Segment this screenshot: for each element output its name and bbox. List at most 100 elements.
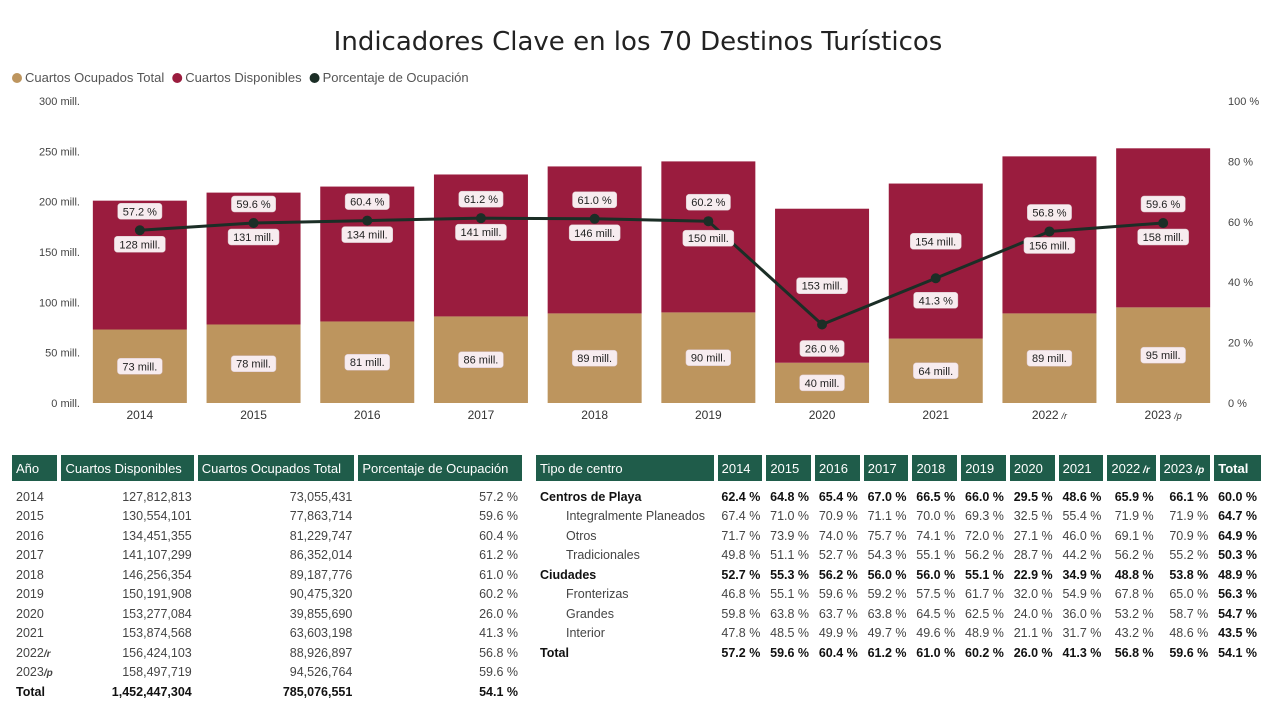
cell-value: 59.8 % [721,606,761,621]
cell-occupied: 39,855,690 [289,606,353,621]
label-occupancy-2019: 60.2 % [691,197,725,209]
cell-value: 53.2 % [1114,606,1154,621]
year-suffix: /r [43,648,51,660]
y-tick-label: 250 mill. [39,146,80,158]
cell-value: 53.8 % [1169,567,1209,582]
cell-value: 64.8 % [770,489,810,504]
cell-total: 54.7 % [1218,606,1257,621]
cell-value: 55.2 % [1169,548,1209,563]
cell-occupancy: 59.6 % [479,509,518,524]
cell-value: 55.1 % [770,587,810,602]
cell-occupancy: 26.0 % [479,606,518,621]
cell-occupied: 77,863,714 [289,509,353,524]
label-occupancy-2014-bg [117,203,163,220]
label-available-2022: 156 mill. [1029,240,1070,252]
col-header-7[interactable]: 2020 [1007,455,1059,481]
cell-value: 61.7 % [965,587,1004,602]
table-row: Integralmente Planeados 67.4 % 71.0 % 70.9 … [536,507,1261,527]
cell-value: 56.0 % [867,567,907,582]
label-occupied-2022: 89 mill. [1032,353,1067,365]
table-row: Tradicionales 49.8 % 51.1 % 52.7 % 54.3 % 55.… [536,546,1261,566]
cell-value: 49.7 % [867,626,907,641]
label-occupancy-2016: 60.4 % [350,197,384,209]
cell-occupied: 86,352,014 [289,548,353,563]
cell-value: 47.8 % [721,626,761,641]
col-header-occupied[interactable]: Cuartos Ocupados Total [195,455,359,481]
occupancy-point-2016 [362,215,373,226]
cell-value: 44.2 % [1062,548,1102,563]
cell-value: 48.6 % [1169,626,1209,641]
col-header-10[interactable]: 2023 /p [1157,455,1215,481]
cell-occupancy: 60.2 % [479,587,518,602]
cell-value: 55.1 % [965,567,1004,582]
y-tick-label: 150 mill. [39,247,80,259]
cell-year: 2016 [16,528,44,543]
col-header-3[interactable]: 2016 [813,455,864,481]
col-header-0[interactable]: Tipo de centro [536,455,718,481]
cell-occupied: 81,229,747 [289,528,353,543]
col-header-5[interactable]: 2018 [910,455,962,481]
year-suffix: /r [1140,464,1150,476]
label-occupancy-2018-bg [572,191,618,209]
label-occupancy-2018: 61.0 % [578,195,612,207]
cell-value: 71.0 % [770,509,810,524]
cell-value: 61.2 % [867,645,907,660]
cell-value: 29.5 % [1013,489,1053,504]
legend-marker-1 [172,73,183,83]
label-occupancy-2021-bg [913,292,959,309]
cell-year: 2014 [16,489,44,504]
cell-value: 69.3 % [965,509,1004,524]
cell-available: 153,874,568 [122,626,192,641]
cell-total-available: 1,452,447,304 [111,684,192,699]
col-header-2[interactable]: 2015 [764,455,816,481]
cell-value: 71.1 % [867,509,907,524]
label-occupied-2014-bg [117,358,163,375]
label-occupied-2021-bg [913,362,959,380]
cell-value: 64.5 % [916,606,956,621]
page-title: Indicadores Clave en los 70 Destinos Tur… [333,27,943,57]
center-type-table: Tipo de centro 2014 2015 2016 2017 2018 2019 20… [536,455,1261,663]
label-occupied-2020: 40 mill. [805,378,840,390]
cell-value: 71.7 % [721,528,761,543]
col-header-available[interactable]: Cuartos Disponibles [59,455,198,481]
col-header-1[interactable]: 2014 [715,455,767,481]
col-header-4[interactable]: 2017 [861,455,913,481]
cell-total: 48.9 % [1218,567,1257,582]
label-available-2021-bg [910,233,962,250]
x-tick-label-2015: 2015 [240,408,267,422]
cell-value: 71.9 % [1169,509,1209,524]
col-header-6[interactable]: 2019 [959,455,1010,481]
cell-value: 43.2 % [1114,626,1154,641]
cell-total: 43.5 % [1218,626,1257,641]
cell-center-type: Total [540,645,569,660]
label-occupied-2017: 86 mill. [464,355,499,367]
col-header-8[interactable]: 2021 [1056,455,1108,481]
label-occupancy-2017: 61.2 % [464,194,498,206]
cell-value: 52.7 % [818,548,858,563]
cell-value: 46.8 % [721,587,761,602]
cell-available: 146,256,354 [122,567,192,582]
label-occupancy-2021: 41.3 % [919,295,953,307]
cell-occupied: 88,926,897 [289,645,353,660]
cell-available: 156,424,103 [122,645,192,660]
label-available-2017-bg [455,223,507,241]
col-header-11[interactable]: Total [1212,455,1261,481]
occupancy-point-2018 [589,213,600,224]
occupancy-point-2022 [1044,226,1055,237]
legend-label-2: Porcentaje de Ocupación [323,70,469,85]
cell-total-occupancy: 54.1 % [479,684,518,699]
label-occupied-2019: 90 mill. [691,353,726,365]
col-header-occupancy[interactable]: Porcentaje de Ocupación [356,455,522,481]
cell-value: 65.4 % [818,489,858,504]
col-header-9[interactable]: 2022 /r [1105,455,1160,481]
cell-value: 55.4 % [1062,509,1102,524]
label-occupancy-2014: 57.2 % [123,206,157,218]
cell-value: 48.6 % [1062,489,1102,504]
col-header-year[interactable]: Año [12,455,62,481]
label-occupied-2014: 73 mill. [122,361,157,373]
cell-year: 2015 [16,509,44,524]
x-tick-label-2023: 2023/p [1145,408,1182,422]
cell-available: 141,107,299 [122,548,192,563]
occupancy-line [139,216,1164,327]
occupancy-point-2021 [930,273,941,284]
